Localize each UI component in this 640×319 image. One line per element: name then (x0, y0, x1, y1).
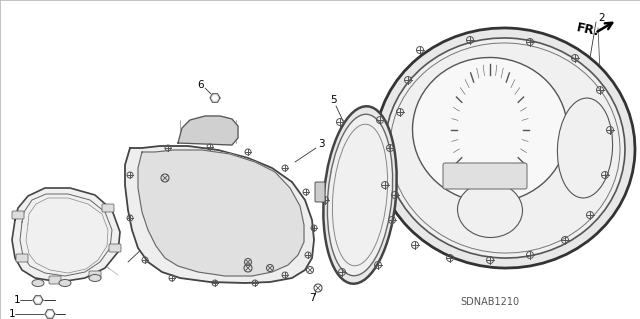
FancyBboxPatch shape (315, 182, 325, 202)
Text: 4: 4 (145, 239, 152, 249)
Ellipse shape (557, 98, 612, 198)
Circle shape (47, 311, 52, 316)
Circle shape (35, 298, 40, 302)
Ellipse shape (327, 114, 393, 276)
Text: 3: 3 (318, 139, 324, 149)
Text: 1: 1 (13, 295, 20, 305)
Ellipse shape (89, 275, 101, 281)
Text: 1: 1 (8, 309, 15, 319)
FancyBboxPatch shape (109, 244, 121, 252)
FancyBboxPatch shape (89, 271, 101, 279)
Text: 6: 6 (197, 80, 204, 90)
FancyBboxPatch shape (12, 211, 24, 219)
Text: FR.: FR. (575, 21, 600, 39)
Ellipse shape (323, 106, 397, 284)
Polygon shape (138, 150, 304, 276)
Polygon shape (33, 296, 43, 304)
FancyBboxPatch shape (49, 276, 61, 284)
Circle shape (212, 95, 218, 100)
Polygon shape (210, 94, 220, 102)
Ellipse shape (413, 57, 568, 203)
Text: 7: 7 (309, 293, 316, 303)
Polygon shape (45, 310, 55, 318)
FancyBboxPatch shape (443, 163, 527, 189)
Text: 8: 8 (141, 163, 148, 173)
Polygon shape (12, 188, 120, 282)
Text: 5: 5 (330, 95, 337, 105)
Ellipse shape (32, 279, 44, 286)
Ellipse shape (385, 38, 625, 258)
Ellipse shape (458, 182, 522, 238)
Ellipse shape (59, 279, 71, 286)
Polygon shape (125, 146, 314, 283)
Text: 7: 7 (238, 253, 245, 263)
Ellipse shape (375, 28, 635, 268)
Text: 2: 2 (598, 13, 605, 23)
Polygon shape (178, 116, 238, 145)
FancyBboxPatch shape (102, 204, 114, 212)
FancyBboxPatch shape (16, 254, 28, 262)
Text: SDNAB1210: SDNAB1210 (460, 297, 520, 307)
